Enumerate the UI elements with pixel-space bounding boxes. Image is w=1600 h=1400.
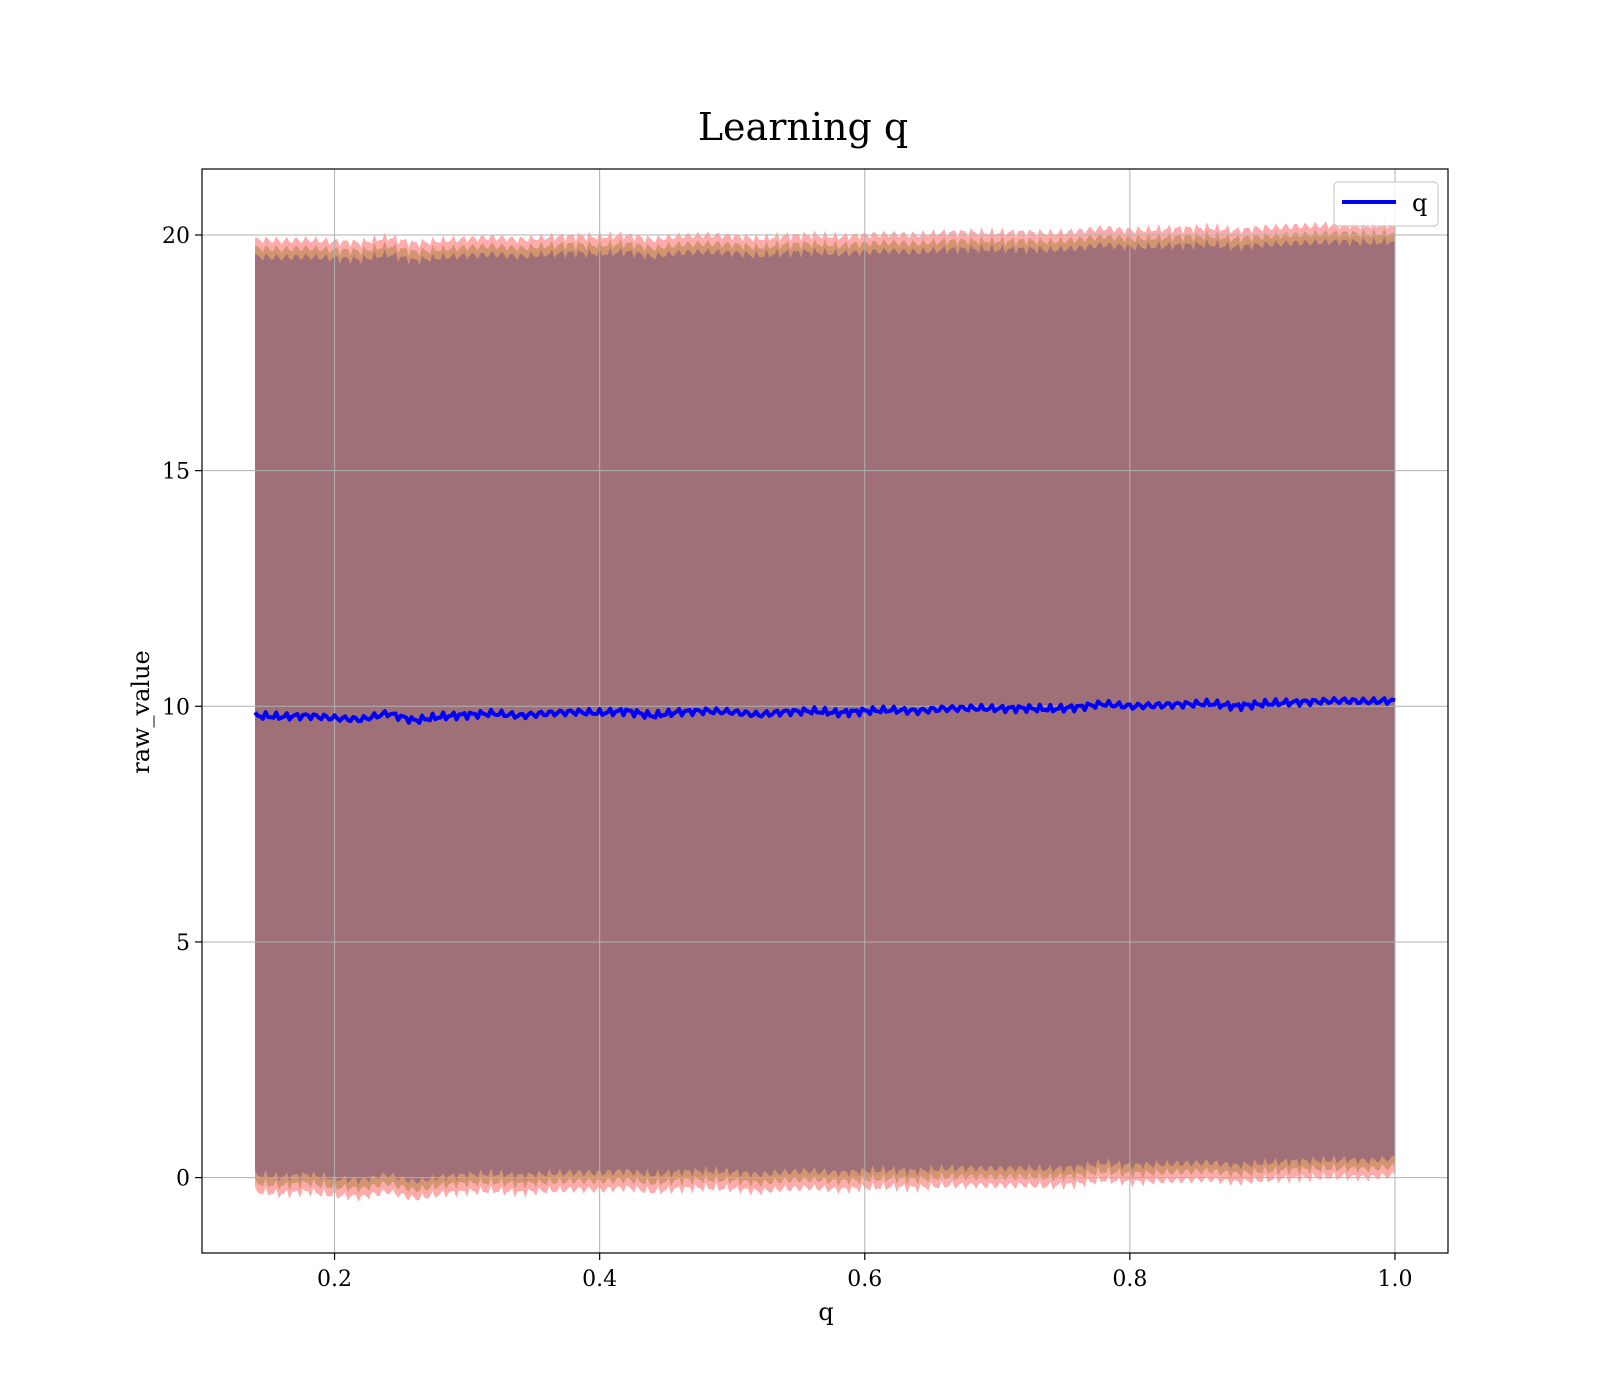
y-axis-label: raw_value — [127, 650, 155, 774]
x-axis-label: q — [818, 1298, 833, 1326]
x-tick-label: 0.2 — [317, 1267, 352, 1292]
plot-area: 0.2 0.4 0.6 0.8 1.0 0 5 10 15 20 — [162, 168, 1449, 1292]
x-tick-label: 0.8 — [1112, 1267, 1147, 1292]
y-tick-label: 10 — [162, 695, 190, 720]
x-tick-label: 1.0 — [1377, 1267, 1412, 1292]
x-tick-label: 0.6 — [847, 1267, 882, 1292]
x-tick-label: 0.4 — [582, 1267, 617, 1292]
y-tick-label: 15 — [162, 460, 190, 485]
y-tick-label: 5 — [176, 931, 190, 956]
chart-title: Learning q — [698, 105, 908, 149]
y-tick-label: 20 — [162, 224, 190, 249]
legend-label-q: q — [1412, 189, 1427, 217]
axes-frame — [201, 168, 1449, 1254]
y-tick-label: 0 — [176, 1167, 190, 1192]
series-line-q — [253, 696, 1396, 725]
legend: q — [1333, 181, 1439, 227]
